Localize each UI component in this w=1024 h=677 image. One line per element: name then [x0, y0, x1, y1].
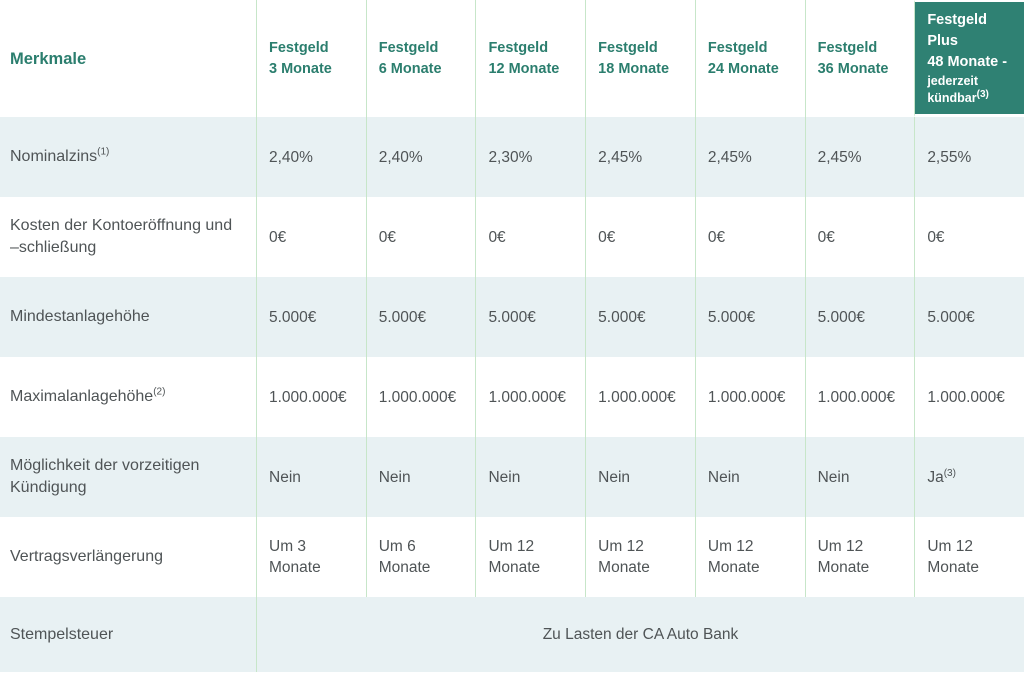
footnote-marker: (3) — [976, 88, 989, 100]
table-cell: 1.000.000€ — [914, 357, 1024, 437]
table-cell: Um 3 Monate — [256, 517, 366, 597]
table-cell: 1.000.000€ — [804, 357, 915, 437]
table-cell: 5.000€ — [256, 277, 366, 357]
table-cell: 5.000€ — [585, 277, 695, 357]
row-label: Stempelsteuer — [0, 597, 256, 672]
row-label: Kosten der Kontoeröffnung und –schließun… — [0, 197, 256, 277]
table-cell: 2,45% — [804, 117, 915, 197]
column-header-festgeld-12-monate: Festgeld 12 Monate — [475, 0, 585, 117]
merkmale-label: Merkmale — [10, 49, 87, 68]
column-header-line: Festgeld — [817, 39, 878, 56]
table-cell: 2,55% — [914, 117, 1024, 197]
table-cell-spanning: Zu Lasten der CA Auto Bank — [256, 597, 1024, 672]
table-row-vorzeitige-kuendigung: Möglichkeit der vorzeitigen Kündigung Ne… — [0, 437, 1024, 517]
table-cell: 2,40% — [365, 117, 476, 197]
table-cell: 1.000.000€ — [365, 357, 476, 437]
column-header-festgeld-3-monate: Festgeld 3 Monate — [256, 0, 366, 117]
bottom-spacer — [0, 672, 1024, 677]
column-header-festgeld-36-monate: Festgeld 36 Monate — [804, 0, 915, 117]
table-header-row: Merkmale Festgeld 3 Monate Festgeld 6 Mo… — [0, 0, 1024, 117]
row-label-text: Vertragsverlängerung — [10, 548, 163, 565]
column-header-line: kündbar(3) — [927, 88, 989, 105]
table-cell: 2,45% — [585, 117, 695, 197]
table-row-maximalanlagehoehe: Maximalanlagehöhe(2) 1.000.000€ 1.000.00… — [0, 357, 1024, 437]
table-cell: 0€ — [256, 197, 366, 277]
table-cell: Nein — [365, 437, 476, 517]
row-label: Vertragsverlängerung — [0, 517, 256, 597]
row-label: Maximalanlagehöhe(2) — [0, 357, 256, 437]
column-header-line: 24 Monate — [707, 60, 779, 77]
table-cell: 0€ — [804, 197, 915, 277]
table-cell: 5.000€ — [914, 277, 1024, 357]
table-cell: 0€ — [365, 197, 476, 277]
table-cell: Um 12 Monate — [694, 517, 805, 597]
row-label: Möglichkeit der vorzeitigen Kündigung — [0, 437, 256, 517]
column-header-line: Festgeld — [707, 39, 768, 56]
table-cell: 0€ — [585, 197, 695, 277]
column-header-festgeld-6-monate: Festgeld 6 Monate — [365, 0, 476, 117]
table-cell: 1.000.000€ — [585, 357, 695, 437]
table-cell: Nein — [804, 437, 915, 517]
footnote-marker: (1) — [97, 146, 110, 158]
column-header-festgeld-plus-48-monate: Festgeld Plus 48 Monate - jederzeit künd… — [914, 0, 1024, 117]
table-cell: 0€ — [914, 197, 1024, 277]
column-header-line: 6 Monate — [378, 60, 442, 77]
table-row-nominalzins: Nominalzins(1) 2,40% 2,40% 2,30% 2,45% 2… — [0, 117, 1024, 197]
row-label-text: Stempelsteuer — [10, 625, 114, 643]
column-header-line: 48 Monate - — [927, 53, 1008, 70]
table-cell: 5.000€ — [804, 277, 915, 357]
row-label-text: Maximalanlagehöhe(2) — [10, 386, 166, 405]
footnote-marker: (2) — [153, 386, 166, 398]
footnote-marker: (3) — [943, 467, 956, 479]
column-header-line: Festgeld Plus — [927, 11, 987, 49]
table-cell: Nein — [694, 437, 805, 517]
row-label-text: Kosten der Kontoeröffnung und –schließun… — [10, 217, 233, 256]
table-cell: Um 6 Monate — [365, 517, 476, 597]
table-cell: 0€ — [475, 197, 585, 277]
table-cell: 2,40% — [256, 117, 366, 197]
table-cell: 1.000.000€ — [256, 357, 366, 437]
column-header-line: 3 Monate — [269, 60, 332, 77]
row-label: Nominalzins(1) — [0, 117, 256, 197]
table-row-mindestanlagehoehe: Mindestanlagehöhe 5.000€ 5.000€ 5.000€ 5… — [0, 277, 1024, 357]
table-cell: Nein — [256, 437, 366, 517]
column-header-festgeld-24-monate: Festgeld 24 Monate — [694, 0, 805, 117]
column-header-line: 12 Monate — [488, 60, 560, 77]
column-header-line: Festgeld — [378, 39, 439, 56]
table-cell: 5.000€ — [365, 277, 476, 357]
table-row-vertragsverlaengerung: Vertragsverlängerung Um 3 Monate Um 6 Mo… — [0, 517, 1024, 597]
row-label-text: Mindestanlagehöhe — [10, 308, 150, 325]
table-cell: Um 12 Monate — [475, 517, 585, 597]
column-header-line: 36 Monate — [817, 60, 889, 77]
table-cell: 2,45% — [694, 117, 805, 197]
column-header-line: Festgeld — [269, 39, 329, 56]
table-row-kosten-kontoeroeffnung: Kosten der Kontoeröffnung und –schließun… — [0, 197, 1024, 277]
row-label-text: Nominalzins(1) — [10, 146, 110, 165]
row-label: Mindestanlagehöhe — [0, 277, 256, 357]
table-cell: 5.000€ — [475, 277, 585, 357]
table-cell: 2,30% — [475, 117, 585, 197]
table-cell: Um 12 Monate — [585, 517, 695, 597]
table-cell: 5.000€ — [694, 277, 805, 357]
table-cell: Ja(3) — [914, 437, 1024, 517]
table-row-stempelsteuer: Stempelsteuer Zu Lasten der CA Auto Bank — [0, 597, 1024, 672]
row-label-text: Möglichkeit der vorzeitigen Kündigung — [10, 457, 200, 496]
column-header-line: Festgeld — [488, 39, 549, 56]
table-cell: 1.000.000€ — [694, 357, 805, 437]
column-header-festgeld-18-monate: Festgeld 18 Monate — [585, 0, 695, 117]
column-header-merkmale: Merkmale — [0, 0, 256, 117]
table-cell: Nein — [585, 437, 695, 517]
table-cell: 1.000.000€ — [475, 357, 585, 437]
column-header-line: 18 Monate — [598, 60, 670, 77]
table-cell: 0€ — [694, 197, 805, 277]
column-header-line: Festgeld — [598, 39, 658, 56]
table-cell: Nein — [475, 437, 585, 517]
table-cell: Um 12 Monate — [914, 517, 1024, 597]
column-header-line: jederzeit — [927, 73, 979, 88]
table-cell: Um 12 Monate — [804, 517, 915, 597]
